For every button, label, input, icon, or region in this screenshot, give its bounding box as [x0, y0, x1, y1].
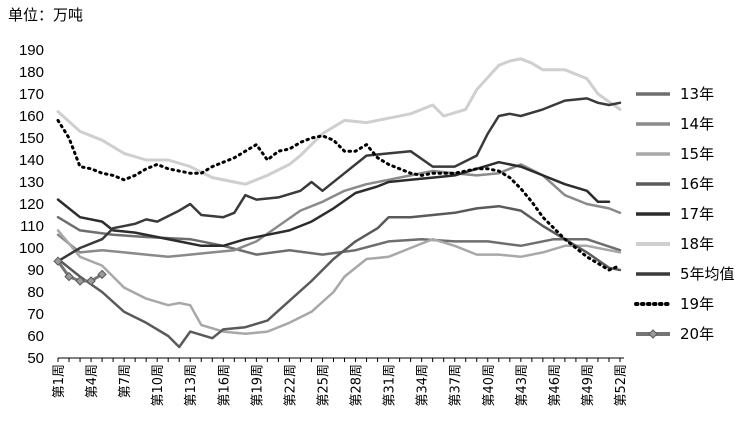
x-axis: 第1周 第4周 第7周 第10周 第13周 第16周 第19周 第22周 第25周 第28周 第31…	[52, 357, 629, 407]
legend-item: 19年	[634, 295, 714, 313]
series-marker	[75, 276, 85, 286]
x-tick-label: 第4周	[85, 364, 100, 398]
legend-label: 18年	[680, 235, 714, 253]
y-tick-label: 170	[19, 86, 44, 103]
x-tick-label: 第52周	[614, 364, 629, 407]
y-axis: 50 60 70 80 90 100 110 120 130 140 150 160 170 180 190	[19, 42, 44, 367]
series-9	[53, 256, 107, 286]
series-layer	[53, 57, 622, 349]
legend-marker	[648, 329, 658, 339]
series-4	[56, 204, 622, 349]
series-marker	[64, 271, 74, 282]
legend-label: 17年	[680, 205, 714, 223]
y-tick-label: 60	[27, 328, 44, 345]
x-tick-label: 第22周	[283, 364, 298, 407]
legend-label: 19年	[680, 295, 714, 313]
series-line	[56, 118, 622, 272]
legend-item: 14年	[636, 115, 714, 133]
x-tick-label: 第37周	[449, 364, 464, 407]
x-tick-label: 第40周	[482, 364, 497, 407]
x-tick-label: 第7周	[118, 364, 133, 398]
y-tick-label: 50	[27, 350, 44, 367]
y-tick-label: 130	[19, 174, 44, 191]
series-8	[56, 118, 622, 272]
legend: 13年 14年 15年 16年 17年 18年 5年均值 19年 20年	[634, 85, 735, 343]
legend-item: 15年	[636, 145, 714, 163]
series-5	[56, 160, 611, 248]
legend-label: 5年均值	[680, 265, 735, 283]
series-line	[56, 229, 622, 336]
series-line	[56, 204, 622, 349]
x-tick-label: 第49周	[581, 364, 596, 407]
y-tick-label: 180	[19, 64, 44, 81]
legend-label: 15年	[680, 145, 714, 163]
legend-label: 13年	[680, 85, 714, 103]
x-tick-label: 第16周	[217, 364, 232, 407]
legend-item: 5年均值	[636, 265, 735, 283]
x-tick-label: 第43周	[515, 364, 530, 407]
y-tick-label: 110	[20, 218, 44, 235]
series-line	[56, 215, 622, 256]
series-1	[56, 215, 622, 256]
unit-label: 单位：万吨	[8, 6, 84, 24]
y-tick-label: 150	[19, 130, 44, 147]
y-tick-label: 120	[19, 196, 44, 213]
x-tick-label: 第10周	[151, 364, 166, 407]
x-tick-label: 第34周	[416, 364, 431, 407]
x-tick-label: 第31周	[383, 364, 398, 407]
legend-label: 16年	[680, 175, 714, 193]
legend-item: 18年	[636, 235, 714, 253]
series-marker	[97, 269, 107, 280]
y-tick-label: 90	[27, 262, 44, 279]
y-tick-label: 140	[19, 152, 44, 169]
y-tick-label: 70	[27, 306, 44, 323]
legend-item: 16年	[636, 175, 714, 193]
x-tick-label: 第1周	[52, 364, 67, 398]
series-marker	[86, 276, 96, 286]
x-tick-label: 第25周	[316, 364, 331, 407]
x-tick-label: 第46周	[548, 364, 563, 407]
x-tick-label: 第19周	[250, 364, 265, 407]
y-tick-label: 160	[19, 108, 44, 125]
series-line	[56, 97, 622, 263]
y-tick-label: 80	[27, 284, 44, 301]
x-tick-label: 第13周	[184, 364, 199, 407]
legend-item: 17年	[636, 205, 714, 223]
series-6	[56, 57, 622, 186]
legend-label: 20年	[680, 325, 714, 343]
x-tick-label: 第28周	[350, 364, 365, 407]
series-line	[56, 57, 622, 186]
series-marker	[53, 256, 63, 266]
y-tick-label: 190	[19, 42, 44, 59]
series-7	[56, 97, 622, 263]
y-tick-label: 100	[19, 240, 44, 257]
series-3	[56, 229, 622, 336]
legend-label: 14年	[680, 115, 714, 133]
legend-item: 20年	[636, 325, 714, 343]
legend-item: 13年	[636, 85, 714, 103]
series-line	[56, 160, 611, 248]
